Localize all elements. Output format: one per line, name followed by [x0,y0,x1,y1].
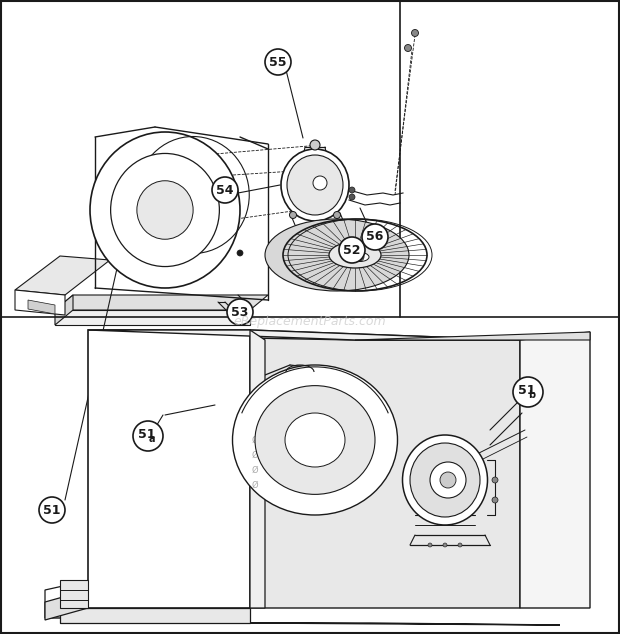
Text: Ø: Ø [252,436,259,444]
Ellipse shape [232,365,397,515]
Polygon shape [90,335,510,340]
Polygon shape [60,580,88,608]
Polygon shape [45,580,90,618]
Circle shape [492,497,498,503]
Ellipse shape [281,149,349,221]
Circle shape [458,543,462,547]
Polygon shape [28,300,55,314]
Circle shape [492,477,498,483]
Polygon shape [15,256,110,295]
Circle shape [404,44,412,51]
Polygon shape [250,330,265,608]
Ellipse shape [410,443,480,517]
Circle shape [265,49,291,75]
Circle shape [290,212,296,219]
Circle shape [39,497,65,523]
Ellipse shape [110,153,219,266]
Polygon shape [60,608,250,623]
Polygon shape [55,310,250,325]
Polygon shape [45,590,88,620]
Text: 53: 53 [231,306,249,318]
Text: 54: 54 [216,183,234,197]
Circle shape [428,543,432,547]
Text: Ø: Ø [252,481,259,489]
Polygon shape [520,332,590,608]
Polygon shape [250,330,520,608]
Ellipse shape [329,242,381,268]
Text: a: a [149,434,155,444]
Circle shape [440,472,456,488]
Text: 51: 51 [518,384,536,398]
Text: Ø: Ø [252,451,259,460]
Ellipse shape [265,219,409,291]
Circle shape [334,212,340,219]
Text: Ø: Ø [252,465,259,474]
Circle shape [237,250,243,256]
Text: 55: 55 [269,56,286,68]
Polygon shape [45,608,245,618]
Circle shape [443,543,447,547]
Polygon shape [355,332,590,340]
Polygon shape [55,295,73,325]
Circle shape [362,224,388,250]
Text: 51: 51 [138,429,156,441]
Ellipse shape [255,385,375,495]
Circle shape [349,187,355,193]
Circle shape [412,30,418,37]
Ellipse shape [90,132,240,288]
Ellipse shape [287,155,343,215]
Circle shape [227,299,253,325]
Ellipse shape [285,413,345,467]
Polygon shape [55,295,268,310]
Ellipse shape [402,435,487,525]
Circle shape [349,194,355,200]
Ellipse shape [137,181,193,239]
Polygon shape [90,335,245,608]
Ellipse shape [351,252,369,261]
Text: 51: 51 [43,503,61,517]
Circle shape [133,421,163,451]
Circle shape [430,462,466,498]
Circle shape [339,237,365,263]
Text: b: b [528,390,536,400]
Text: 56: 56 [366,231,384,243]
Circle shape [356,253,364,261]
Text: 52: 52 [343,243,361,257]
Text: eReplacementParts.com: eReplacementParts.com [234,316,386,328]
Polygon shape [15,290,65,315]
Circle shape [310,140,320,150]
Polygon shape [88,330,520,340]
Polygon shape [60,623,560,625]
Circle shape [513,377,543,407]
Polygon shape [88,330,250,608]
Circle shape [313,176,327,190]
Circle shape [212,177,238,203]
